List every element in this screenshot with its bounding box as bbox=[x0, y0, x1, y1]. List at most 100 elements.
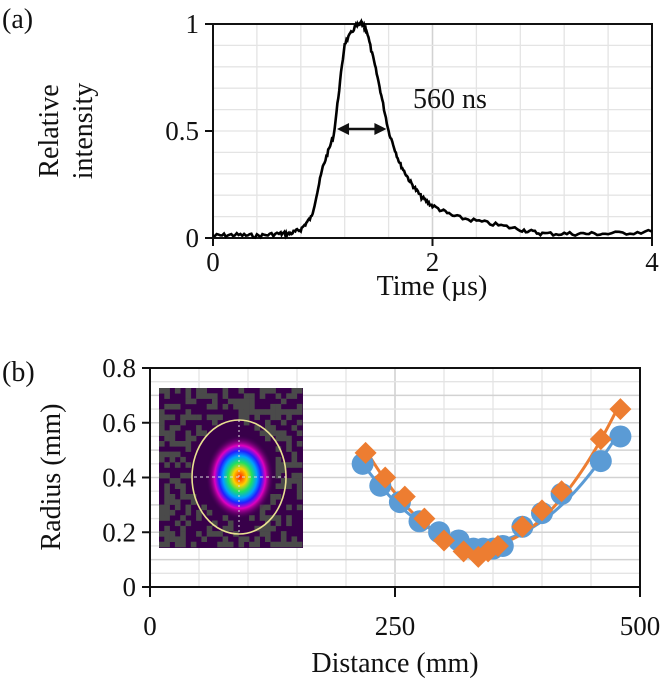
noise-pixel bbox=[159, 409, 165, 415]
noise-pixel bbox=[275, 515, 282, 521]
noise-pixel bbox=[212, 398, 218, 405]
noise-pixel bbox=[196, 393, 202, 399]
noise-pixel bbox=[159, 456, 165, 463]
noise-pixel bbox=[296, 483, 303, 489]
noise-pixel bbox=[206, 393, 213, 399]
noise-pixel bbox=[206, 414, 213, 421]
noise-pixel bbox=[159, 515, 165, 521]
noise-pixel bbox=[249, 409, 255, 415]
noise-pixel bbox=[275, 483, 282, 489]
noise-pixel bbox=[169, 536, 176, 542]
noise-pixel bbox=[286, 478, 292, 484]
noise-pixel bbox=[286, 541, 292, 548]
noise-pixel bbox=[222, 541, 229, 548]
noise-pixel bbox=[196, 515, 202, 521]
panel-label-b: (b) bbox=[2, 357, 35, 388]
noise-pixel bbox=[222, 525, 229, 532]
noise-pixel bbox=[169, 430, 176, 436]
noise-pixel bbox=[222, 536, 229, 542]
noise-pixel bbox=[164, 531, 170, 537]
diamond-point bbox=[486, 534, 509, 557]
noise-pixel bbox=[201, 430, 207, 436]
noise-pixel bbox=[275, 409, 282, 415]
noise-pixel bbox=[286, 520, 292, 527]
noise-pixel bbox=[291, 536, 298, 542]
y-axis-label: Radius (mm) bbox=[36, 404, 67, 551]
noise-pixel bbox=[249, 403, 255, 410]
noise-pixel bbox=[280, 409, 287, 415]
noise-pixel bbox=[270, 494, 276, 500]
noise-pixel bbox=[275, 520, 282, 527]
noise-pixel bbox=[249, 393, 255, 399]
noise-pixel bbox=[169, 456, 176, 463]
x-axis-label: Distance (mm) bbox=[311, 648, 478, 679]
noise-pixel bbox=[275, 541, 282, 548]
noise-pixel bbox=[159, 541, 165, 548]
noise-pixel bbox=[180, 525, 186, 532]
noise-pixel bbox=[164, 504, 170, 511]
noise-pixel bbox=[275, 403, 282, 410]
noise-pixel bbox=[196, 425, 202, 431]
diamond-point bbox=[433, 529, 455, 552]
y-axis-label-line1: Relative bbox=[34, 84, 65, 177]
noise-pixel bbox=[296, 541, 303, 548]
noise-pixel bbox=[296, 409, 303, 415]
noise-pixel bbox=[159, 472, 165, 479]
diamond-point bbox=[531, 499, 553, 522]
noise-pixel bbox=[265, 419, 271, 426]
noise-pixel bbox=[174, 536, 181, 542]
y-tick-label: 1 bbox=[186, 9, 200, 39]
noise-pixel bbox=[275, 393, 282, 399]
noise-pixel bbox=[296, 494, 303, 500]
noise-pixel bbox=[212, 520, 218, 527]
noise-pixel bbox=[174, 541, 181, 548]
noise-pixel bbox=[265, 520, 271, 527]
noise-pixel bbox=[238, 403, 245, 410]
noise-pixel bbox=[212, 531, 218, 537]
noise-pixel bbox=[280, 531, 287, 537]
noise-pixel bbox=[280, 398, 287, 405]
noise-pixel bbox=[185, 446, 192, 452]
noise-pixel bbox=[286, 393, 292, 399]
noise-pixel bbox=[169, 494, 176, 500]
noise-pixel bbox=[164, 393, 170, 399]
noise-pixel bbox=[249, 398, 255, 405]
noise-pixel bbox=[180, 483, 186, 489]
noise-pixel bbox=[265, 504, 271, 511]
noise-pixel bbox=[265, 435, 271, 442]
noise-pixel bbox=[296, 462, 303, 468]
noise-pixel bbox=[180, 414, 186, 421]
noise-pixel bbox=[159, 531, 165, 537]
noise-pixel bbox=[190, 494, 197, 500]
noise-pixel bbox=[259, 515, 266, 521]
noise-pixel bbox=[238, 541, 245, 548]
y-tick-label: 0.2 bbox=[102, 517, 136, 547]
noise-pixel bbox=[243, 414, 250, 421]
diamond-point bbox=[589, 428, 612, 451]
noise-pixel bbox=[169, 441, 176, 447]
noise-pixel bbox=[164, 388, 170, 394]
noise-pixel bbox=[270, 515, 276, 521]
noise-pixel bbox=[206, 509, 213, 516]
noise-pixel bbox=[265, 409, 271, 415]
noise-pixel bbox=[286, 446, 292, 452]
circles-fit-line bbox=[361, 434, 619, 545]
noise-pixel bbox=[265, 425, 271, 431]
noise-pixel bbox=[169, 403, 176, 410]
noise-pixel bbox=[280, 467, 287, 474]
noise-pixel bbox=[291, 541, 298, 548]
noise-pixel bbox=[164, 462, 170, 468]
noise-pixel bbox=[275, 435, 282, 442]
beam-profile-inset bbox=[159, 388, 303, 548]
noise-pixel bbox=[185, 435, 192, 442]
noise-pixel bbox=[159, 441, 165, 447]
y-tick-label: 0.8 bbox=[102, 353, 136, 383]
panel-a: 0 0.5 1 0 2 4 560 ns (a) Time (µs) Relative intens… bbox=[2, 4, 659, 302]
circle-point bbox=[589, 450, 612, 473]
x-tick-label: 500 bbox=[620, 611, 661, 641]
noise-pixel bbox=[212, 403, 218, 410]
noise-pixel bbox=[280, 483, 287, 489]
noise-pixel bbox=[159, 430, 165, 436]
noise-pixel bbox=[190, 541, 197, 548]
noise-pixel bbox=[196, 414, 202, 421]
